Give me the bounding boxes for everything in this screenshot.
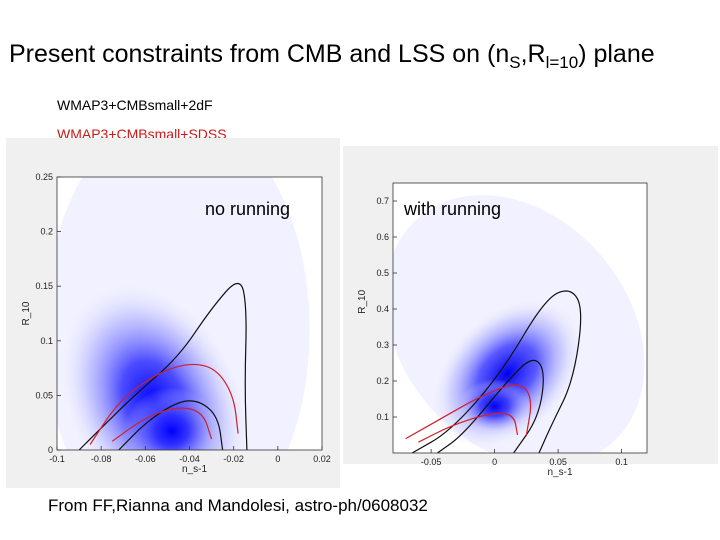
- y-tick-label: 0.6: [376, 232, 389, 242]
- red-contour-inner: [111, 407, 213, 442]
- left-panel-annotation: no running: [205, 199, 291, 219]
- x-tick-label: -0.04: [179, 454, 200, 464]
- black-contour-outer: [411, 290, 582, 453]
- y-axis-label: R_10: [21, 301, 32, 325]
- density-shading: [57, 177, 310, 450]
- y-tick-label: 0.5: [376, 268, 389, 278]
- y-tick-label: 0.4: [376, 304, 389, 314]
- y-tick-label: 0.05: [35, 390, 53, 400]
- x-tick-label: -0.06: [135, 454, 156, 464]
- right-panel-annotation: with running: [404, 199, 502, 219]
- slide-title: Present constraints from CMB and LSS on …: [9, 40, 655, 72]
- red-contour-outer: [89, 363, 239, 445]
- x-tick-label: 0.05: [549, 457, 567, 467]
- axes-frame: [392, 182, 648, 454]
- x-tick-label: 0.02: [313, 454, 331, 464]
- legend-black-dataset: WMAP3+CMBsmall+2dF: [57, 97, 213, 113]
- red-contour-inner: [418, 412, 519, 443]
- y-tick-label: 0.1: [40, 336, 53, 346]
- x-axis-label: n_s-1: [547, 467, 572, 478]
- citation: From FF,Rianna and Mandolesi, astro-ph/0…: [48, 496, 428, 515]
- y-tick-label: 0: [48, 445, 53, 455]
- red-contour-outer: [405, 384, 532, 440]
- black-contour-inner: [437, 359, 544, 453]
- x-tick-label: 0: [275, 454, 280, 464]
- y-tick-label: 0.3: [376, 340, 389, 350]
- y-tick-label: 0.7: [376, 196, 389, 206]
- y-tick-label: 0.2: [40, 227, 53, 237]
- x-tick-label: -0.1: [49, 454, 65, 464]
- x-tick-label: -0.08: [91, 454, 112, 464]
- x-axis-label: n_s-1: [182, 464, 207, 475]
- y-tick-label: 0.15: [35, 281, 53, 291]
- density-shading: [393, 195, 645, 453]
- y-tick-label: 0.1: [376, 412, 389, 422]
- black-contour-inner: [118, 400, 224, 450]
- x-tick-label: 0: [492, 457, 497, 467]
- y-tick-label: 0.2: [376, 376, 389, 386]
- black-contour-outer: [78, 282, 248, 450]
- x-tick-label: 0.1: [615, 457, 628, 467]
- y-axis-label: R_10: [357, 289, 368, 313]
- y-tick-label: 0.25: [35, 172, 53, 182]
- x-tick-label: -0.02: [223, 454, 244, 464]
- x-tick-label: -0.05: [421, 457, 442, 467]
